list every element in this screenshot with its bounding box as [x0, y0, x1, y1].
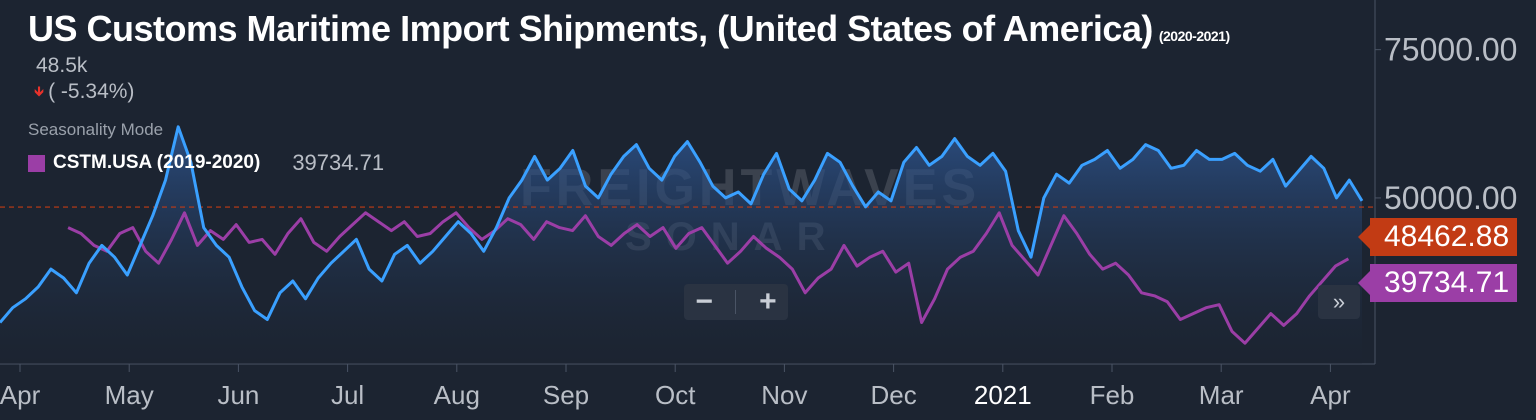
x-tick-label: May — [105, 380, 154, 410]
scroll-to-end-button[interactable]: » — [1318, 285, 1360, 319]
legend-series-name: CSTM.USA (2019-2020) — [53, 152, 261, 173]
legend-entry[interactable]: CSTM.USA (2019-2020) 39734.71 — [28, 150, 384, 176]
period-label: (2020-2021) — [1158, 28, 1230, 44]
zoom-separator — [735, 290, 737, 314]
x-tick-label: Jun — [217, 380, 259, 410]
series-line-previous — [67, 211, 1350, 345]
change-indicator: 🡻( -5.34%) — [34, 80, 134, 105]
previous-value-tag: 39734.71 — [1357, 264, 1518, 302]
zoom-controls: − + — [684, 284, 788, 320]
x-tick-label: Sep — [543, 380, 589, 410]
x-tick-label: Apr — [0, 380, 41, 410]
x-tick-label: 2021 — [974, 380, 1032, 410]
x-tick-label: Jul — [331, 380, 364, 410]
x-tick-label: Oct — [655, 380, 696, 410]
chart-title: US Customs Maritime Import Shipments, (U… — [28, 8, 1230, 49]
y-tick-label: 50000.00 — [1384, 180, 1517, 216]
legend-value: 39734.71 — [292, 150, 385, 175]
series-line-current — [0, 125, 1364, 324]
x-tick-label: Apr — [1310, 380, 1351, 410]
x-tick-label: Dec — [870, 380, 916, 410]
area-current — [0, 126, 1362, 364]
x-tick-label: Aug — [434, 380, 480, 410]
current-value-tag: 48462.88 — [1357, 218, 1518, 256]
change-percent: ( -5.34%) — [48, 80, 135, 103]
x-tick-label: Mar — [1199, 380, 1244, 410]
legend-swatch — [28, 154, 45, 172]
y-tick-label: 75000.00 — [1384, 32, 1517, 68]
x-tick-label: Nov — [761, 380, 807, 410]
x-tick-label: Feb — [1090, 380, 1135, 410]
last-value: 48.5k — [36, 54, 88, 77]
zoom-in-button[interactable]: + — [759, 285, 777, 318]
down-arrow-icon: 🡻 — [34, 83, 45, 99]
mode-label: Seasonality Mode — [28, 120, 164, 139]
zoom-out-button[interactable]: − — [695, 285, 713, 318]
